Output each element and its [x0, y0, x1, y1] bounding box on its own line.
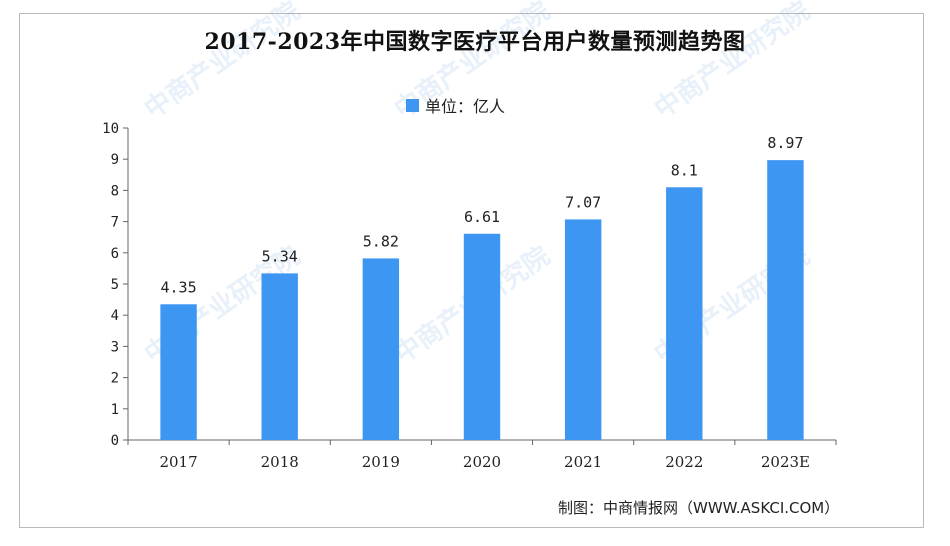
data-label: 5.34: [262, 247, 298, 265]
bar: [564, 219, 602, 440]
data-label: 6.61: [464, 208, 500, 226]
y-tick-label: 8: [111, 183, 119, 199]
y-tick-label: 5: [111, 277, 119, 293]
bar: [767, 160, 804, 441]
data-label: 8.1: [671, 161, 698, 179]
data-label: 8.97: [767, 134, 803, 152]
y-tick-label: 4: [111, 308, 119, 324]
y-tick-label: 6: [111, 246, 119, 262]
x-tick-label: 2023E: [761, 453, 810, 471]
legend-swatch: [406, 98, 419, 112]
x-tick-label: 2018: [261, 453, 299, 471]
y-tick-label: 0: [111, 433, 119, 449]
data-label: 4.35: [161, 278, 197, 296]
data-label: 7.07: [565, 193, 601, 211]
x-tick-label: 2019: [362, 453, 400, 471]
legend: 单位：亿人: [406, 93, 505, 117]
source-credit: 制图：中商情报网（WWW.ASKCI.COM）: [558, 499, 840, 517]
bar: [160, 304, 197, 440]
x-tick-label: 2022: [665, 453, 703, 471]
x-tick-label: 2020: [463, 453, 501, 471]
y-tick-label: 9: [111, 152, 119, 168]
y-tick-label: 10: [102, 121, 119, 137]
bar: [261, 273, 298, 440]
bar: [463, 233, 501, 440]
bar: [666, 187, 703, 440]
y-tick-label: 7: [111, 215, 119, 231]
data-label: 5.82: [363, 232, 399, 250]
legend-label: 单位：亿人: [425, 97, 506, 116]
x-tick-label: 2017: [159, 453, 197, 471]
x-tick-label: 2021: [564, 453, 602, 471]
bar: [362, 258, 400, 440]
y-tick-label: 2: [111, 371, 119, 387]
y-tick-label: 1: [111, 402, 119, 418]
y-tick-label: 3: [111, 339, 119, 355]
chart-title: 2017-2023年中国数字医疗平台用户数量预测趋势图: [204, 29, 746, 55]
